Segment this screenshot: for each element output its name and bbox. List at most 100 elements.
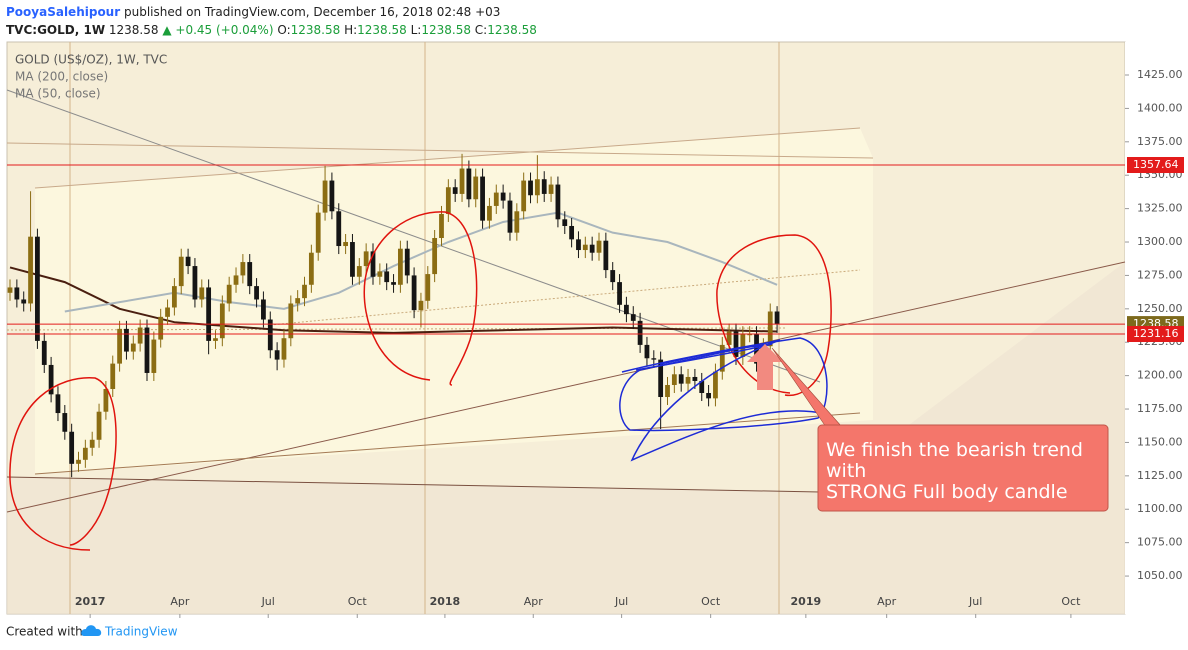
candle-body (165, 307, 170, 317)
y-tick-label: 1425.00 (1137, 68, 1183, 81)
x-tick-label: Oct (1061, 595, 1081, 608)
x-tick-label: Apr (170, 595, 190, 608)
trend-line (6, 89, 821, 383)
candle-body (719, 344, 725, 372)
candle-body (658, 359, 664, 398)
candle-body (41, 340, 47, 365)
candle-body (767, 311, 773, 347)
callout (817, 424, 1109, 512)
scribble (635, 343, 773, 371)
y-tick-label: 1250.00 (1137, 302, 1183, 315)
y-tick-label: 1300.00 (1137, 235, 1183, 248)
x-tick-label: 2017 (75, 595, 106, 608)
candle-body (82, 447, 88, 460)
drawings (6, 89, 1126, 513)
candle-body (240, 262, 246, 276)
candle-body (507, 200, 513, 233)
candle-body (124, 328, 129, 352)
candle-body (452, 187, 458, 194)
candle-body (315, 212, 321, 253)
candle-body (35, 236, 40, 341)
candle-body (487, 205, 492, 221)
candle-body (685, 376, 691, 384)
legend-entry[interactable]: MA (200, close) (15, 70, 108, 84)
candle-body (637, 320, 643, 345)
candle-body (171, 286, 177, 308)
author[interactable]: PooyaSalehipour (6, 5, 120, 19)
candle-body (117, 328, 122, 364)
y-tick-label: 1050.00 (1137, 569, 1183, 582)
x-tick-label: Apr (877, 595, 897, 608)
candle-body (62, 413, 68, 432)
candle-body (699, 380, 705, 394)
candle-body (308, 252, 314, 285)
grid (89, 74, 1129, 618)
candle-body (226, 284, 232, 304)
y-tick-label: 1075.00 (1137, 536, 1183, 549)
candle-body (151, 339, 157, 373)
candle-body (7, 287, 13, 293)
ohlc-v: 1238.58 (291, 23, 341, 37)
candle-body (350, 242, 355, 277)
candle-body (528, 180, 533, 196)
candle-body (302, 284, 307, 299)
candle-body (21, 299, 27, 304)
candle-body (480, 176, 485, 221)
trend-line (6, 261, 1126, 513)
callout-line: We finish the bearish trend (826, 439, 1083, 461)
candle-body (726, 331, 732, 345)
candle-body (630, 314, 636, 321)
candle-body (336, 211, 342, 247)
candle-body (521, 180, 527, 212)
candle-body (651, 358, 657, 360)
candle-body (514, 211, 520, 233)
ohlc-v: 1238.58 (357, 23, 407, 37)
candle-body (185, 256, 191, 267)
candle-body (130, 343, 136, 352)
candle-body (281, 338, 287, 360)
annotations (9, 211, 832, 551)
last-price: 1238.58 (109, 23, 159, 37)
ohlc-k: L: (411, 23, 422, 37)
trend-line (6, 142, 874, 159)
x-tick-label: Jul (261, 595, 275, 608)
candle-body (411, 275, 417, 311)
trend-line (6, 476, 821, 493)
y-tick-label: 1125.00 (1137, 469, 1183, 482)
candle-body (624, 304, 629, 315)
candle-body (548, 184, 554, 194)
candle-body (610, 270, 616, 283)
circle (9, 377, 117, 551)
candle-body (206, 287, 212, 341)
candle-body (295, 298, 301, 304)
callout-line: STRONG Full body candle (826, 481, 1068, 503)
candle-body (541, 179, 547, 194)
candle-body (391, 282, 396, 285)
candle-body (445, 187, 451, 214)
candle-body (377, 271, 383, 277)
candle-body (274, 350, 280, 360)
candle-body (89, 439, 95, 448)
ohlc-k: C: (475, 23, 487, 37)
legend-entry[interactable]: MA (50, close) (15, 87, 101, 101)
candle-body (370, 251, 376, 277)
candle-body (322, 180, 328, 213)
candle-body (247, 262, 253, 287)
footer-text: Created with (6, 625, 83, 639)
candle-body (740, 334, 746, 357)
y-tick-label: 1150.00 (1137, 435, 1183, 448)
y-tick-label: 1200.00 (1137, 369, 1183, 382)
candle-body (178, 256, 184, 287)
zone (35, 128, 873, 474)
candle-body (219, 303, 225, 339)
chart-title: GOLD (US$/OZ), 1W, TVC (15, 53, 167, 67)
ohlc-k: H: (344, 23, 357, 37)
candle-body (343, 242, 349, 247)
logo[interactable] (81, 625, 102, 636)
ma-line (64, 211, 778, 313)
candle-body (261, 299, 266, 320)
candle-body (713, 371, 718, 399)
footer-brand[interactable]: TradingView (104, 625, 178, 639)
x-tick-label: 2019 (791, 595, 822, 608)
